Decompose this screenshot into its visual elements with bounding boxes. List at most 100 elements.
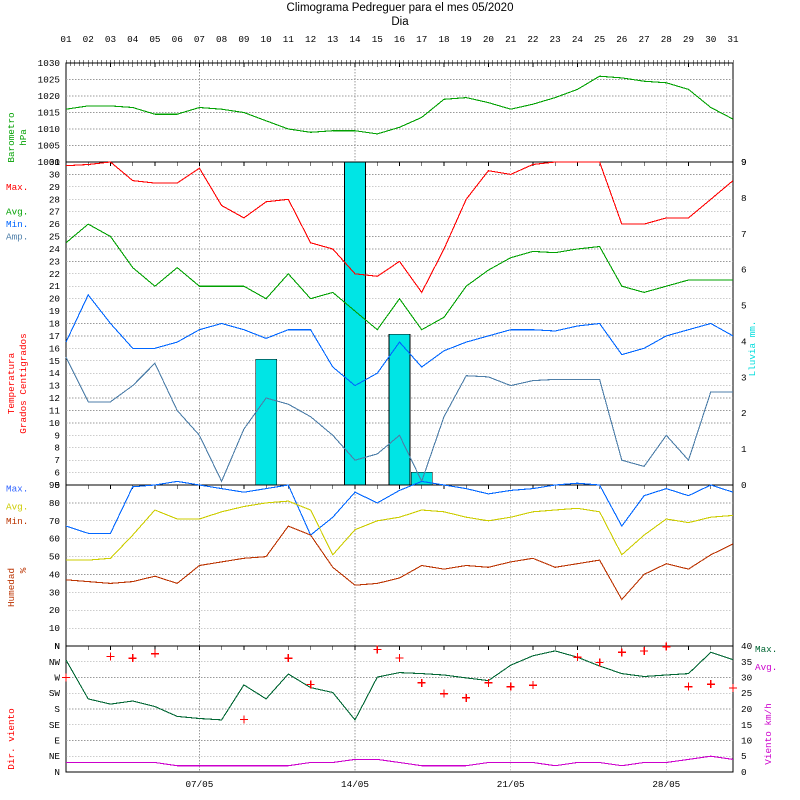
svg-text:Dir. viento: Dir. viento bbox=[6, 708, 17, 769]
svg-text:10: 10 bbox=[741, 736, 752, 747]
svg-text:03: 03 bbox=[105, 34, 116, 45]
svg-text:15: 15 bbox=[741, 720, 752, 731]
svg-text:29: 29 bbox=[49, 182, 60, 193]
svg-text:8: 8 bbox=[54, 443, 60, 454]
svg-text:30: 30 bbox=[49, 169, 60, 180]
svg-text:2: 2 bbox=[741, 408, 747, 419]
svg-text:20: 20 bbox=[741, 704, 752, 715]
svg-text:90: 90 bbox=[49, 480, 60, 491]
svg-text:13: 13 bbox=[327, 34, 338, 45]
svg-text:06: 06 bbox=[172, 34, 183, 45]
svg-text:20: 20 bbox=[483, 34, 494, 45]
svg-text:1010: 1010 bbox=[38, 124, 60, 135]
svg-text:12: 12 bbox=[49, 393, 60, 404]
svg-text:1030: 1030 bbox=[38, 58, 60, 69]
svg-text:3: 3 bbox=[741, 372, 747, 383]
svg-text:31: 31 bbox=[727, 34, 739, 45]
svg-text:18: 18 bbox=[438, 34, 449, 45]
svg-text:15: 15 bbox=[49, 356, 60, 367]
svg-text:Dia: Dia bbox=[391, 16, 409, 28]
svg-text:23: 23 bbox=[550, 34, 561, 45]
svg-text:40: 40 bbox=[49, 569, 60, 580]
svg-text:10: 10 bbox=[49, 623, 60, 634]
svg-text:26: 26 bbox=[49, 219, 60, 230]
svg-text:26: 26 bbox=[616, 34, 627, 45]
svg-text:NW: NW bbox=[49, 657, 61, 668]
svg-text:14: 14 bbox=[349, 34, 361, 45]
svg-text:30: 30 bbox=[705, 34, 716, 45]
svg-text:15: 15 bbox=[372, 34, 383, 45]
svg-text:25: 25 bbox=[594, 34, 605, 45]
svg-text:28: 28 bbox=[661, 34, 672, 45]
svg-text:6: 6 bbox=[741, 265, 747, 276]
svg-text:31: 31 bbox=[49, 157, 61, 168]
svg-text:N: N bbox=[54, 641, 60, 652]
svg-text:27: 27 bbox=[49, 207, 60, 218]
svg-text:20: 20 bbox=[49, 605, 60, 616]
svg-text:23: 23 bbox=[49, 256, 60, 267]
svg-text:1015: 1015 bbox=[38, 108, 60, 119]
svg-text:0: 0 bbox=[741, 480, 747, 491]
svg-text:5: 5 bbox=[741, 301, 747, 312]
svg-text:Lluvia mm.: Lluvia mm. bbox=[747, 321, 758, 377]
svg-text:08: 08 bbox=[216, 34, 227, 45]
svg-text:1020: 1020 bbox=[38, 91, 60, 102]
svg-text:19: 19 bbox=[461, 34, 472, 45]
svg-text:9: 9 bbox=[54, 430, 60, 441]
svg-text:0: 0 bbox=[741, 767, 747, 778]
svg-text:20: 20 bbox=[49, 294, 60, 305]
svg-text:SW: SW bbox=[49, 688, 61, 699]
svg-text:35: 35 bbox=[741, 657, 752, 668]
svg-text:80: 80 bbox=[49, 498, 60, 509]
svg-text:22: 22 bbox=[49, 269, 60, 280]
svg-text:25: 25 bbox=[741, 688, 752, 699]
svg-text:Max.: Max. bbox=[755, 644, 777, 655]
svg-text:9: 9 bbox=[741, 157, 747, 168]
svg-text:Min.: Min. bbox=[6, 516, 28, 527]
svg-text:19: 19 bbox=[49, 306, 60, 317]
svg-text:Max.: Max. bbox=[6, 182, 28, 193]
svg-text:60: 60 bbox=[49, 534, 60, 545]
svg-text:04: 04 bbox=[127, 34, 139, 45]
svg-text:Humedad: Humedad bbox=[6, 568, 17, 607]
svg-text:16: 16 bbox=[394, 34, 405, 45]
svg-text:70: 70 bbox=[49, 516, 60, 527]
svg-text:05: 05 bbox=[149, 34, 160, 45]
svg-text:28: 28 bbox=[49, 194, 60, 205]
svg-text:%: % bbox=[18, 567, 29, 573]
svg-text:27: 27 bbox=[639, 34, 650, 45]
svg-text:Grados Centigrados: Grados Centigrados bbox=[18, 333, 29, 433]
svg-text:Viento km/h: Viento km/h bbox=[763, 703, 774, 764]
svg-text:1005: 1005 bbox=[38, 141, 60, 152]
svg-text:17: 17 bbox=[49, 331, 60, 342]
svg-text:14: 14 bbox=[49, 368, 61, 379]
svg-text:17: 17 bbox=[416, 34, 427, 45]
svg-text:11: 11 bbox=[283, 34, 295, 45]
svg-text:7: 7 bbox=[54, 455, 60, 466]
svg-text:09: 09 bbox=[238, 34, 249, 45]
svg-text:1025: 1025 bbox=[38, 75, 60, 86]
svg-text:1: 1 bbox=[741, 444, 747, 455]
svg-text:W: W bbox=[54, 673, 60, 684]
svg-text:Barometro: Barometro bbox=[6, 112, 17, 162]
svg-text:7: 7 bbox=[741, 229, 747, 240]
svg-text:hPa: hPa bbox=[18, 129, 29, 146]
svg-text:12: 12 bbox=[305, 34, 316, 45]
svg-text:SE: SE bbox=[49, 720, 61, 731]
svg-text:E: E bbox=[54, 736, 60, 747]
svg-text:10: 10 bbox=[49, 418, 60, 429]
svg-text:07: 07 bbox=[194, 34, 205, 45]
svg-text:50: 50 bbox=[49, 552, 60, 563]
svg-text:Avg.: Avg. bbox=[6, 207, 28, 218]
svg-text:8: 8 bbox=[741, 193, 747, 204]
svg-text:6: 6 bbox=[54, 468, 60, 479]
svg-text:29: 29 bbox=[683, 34, 694, 45]
svg-text:Amp.: Amp. bbox=[6, 232, 28, 243]
svg-text:S: S bbox=[54, 704, 60, 715]
svg-text:NE: NE bbox=[49, 751, 61, 762]
svg-text:Avg.: Avg. bbox=[755, 662, 777, 673]
svg-text:28/05: 28/05 bbox=[652, 779, 680, 790]
svg-text:24: 24 bbox=[572, 34, 584, 45]
svg-text:16: 16 bbox=[49, 343, 60, 354]
svg-text:Avg.: Avg. bbox=[6, 502, 28, 513]
